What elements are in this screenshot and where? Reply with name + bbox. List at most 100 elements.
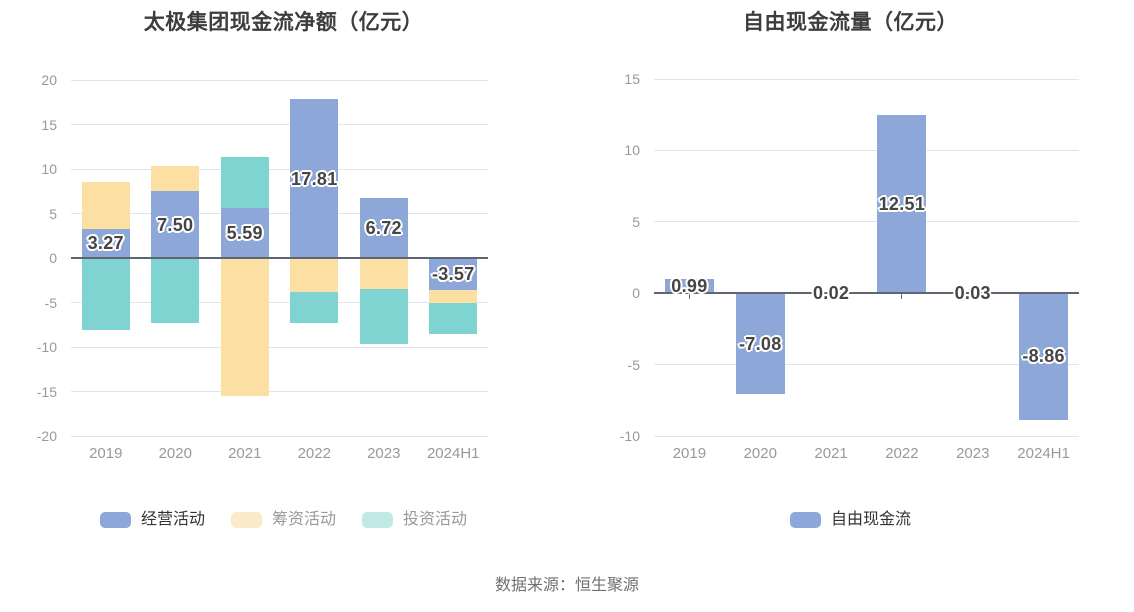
x-axis-category-label: 2019: [89, 445, 123, 462]
x-axis-category-label: 2023: [367, 445, 401, 462]
zero-axis-line: [71, 257, 488, 259]
bar-segment-筹资活动-2021[interactable]: [220, 258, 269, 397]
y-axis-tick-label: -10: [36, 339, 57, 355]
bar-segment-经营活动-2019[interactable]: [81, 228, 130, 258]
y-axis-tick-label: 5: [632, 213, 640, 230]
x-axis-category-label: 2024H1: [1017, 445, 1070, 462]
bar-segment-投资活动-2023[interactable]: [359, 289, 408, 345]
gridline: [654, 78, 1079, 80]
y-axis-tick-label: -5: [627, 356, 640, 373]
legend-label: 投资活动: [403, 511, 468, 528]
bar-segment-自由现金流-2024H1[interactable]: [1019, 293, 1069, 420]
bar-segment-经营活动-2023[interactable]: [359, 198, 408, 258]
x-axis-category-label: 2020: [158, 445, 192, 462]
bar-segment-投资活动-2022[interactable]: [290, 292, 339, 323]
bar-value-label: -8.86: [1022, 346, 1065, 367]
legend-item-经营活动[interactable]: 经营活动: [99, 510, 205, 530]
bar-segment-自由现金流-2019[interactable]: [664, 279, 714, 294]
gridline: [71, 302, 488, 303]
bar-segment-投资活动-2020[interactable]: [151, 258, 200, 323]
x-axis-category-label: 2020: [743, 445, 777, 462]
cash-flow-legend: 经营活动 筹资活动 投资活动: [0, 510, 567, 530]
legend-label: 经营活动: [140, 511, 205, 528]
bar-segment-自由现金流-2020[interactable]: [735, 293, 785, 395]
bar-segment-经营活动-2024H1[interactable]: [429, 258, 478, 290]
bar-value-label: 17.81: [290, 168, 338, 189]
x-axis-category-label: 2021: [228, 445, 262, 462]
x-axis-tick: [972, 294, 974, 300]
legend-item-自由现金流[interactable]: 自由现金流: [789, 510, 911, 530]
cash-flow-plot-area: 20 15 10 5 0 -5 -10 -15 -20 3.27 7.50 5.59 17.81 6.72…: [0, 0, 567, 548]
bar-value-label: 7.50: [157, 214, 194, 235]
y-axis-tick-label: 10: [41, 161, 57, 177]
x-axis-category-label: 2019: [672, 445, 707, 462]
gridline: [654, 435, 1079, 437]
bar-segment-筹资活动-2022[interactable]: [290, 258, 339, 293]
y-axis-tick-label: 0: [49, 250, 57, 266]
y-axis-tick-label: -5: [44, 294, 57, 311]
x-axis-category-label: 2024H1: [426, 445, 480, 462]
legend-swatch: [99, 512, 131, 528]
gridline: [654, 221, 1079, 223]
y-axis-tick-label: 15: [41, 116, 57, 133]
legend-item-筹资活动[interactable]: 筹资活动: [230, 510, 336, 530]
bar-segment-投资活动-2021[interactable]: [220, 157, 269, 209]
bar-value-label: -3.57: [431, 263, 475, 284]
chart-title-free-cash-flow: 自由现金流量（亿元）: [743, 11, 958, 34]
bar-segment-筹资活动-2023[interactable]: [359, 258, 408, 290]
free-cash-flow-plot-area: 15 10 5 0 -5 -10 0.99 -7.08 0.02 12.51 0.03 -8.86 20…: [567, 0, 1134, 548]
zero-axis-line: [654, 292, 1079, 295]
gridline: [71, 213, 488, 214]
bar-value-label: 0.03: [954, 282, 991, 303]
bar-segment-投资活动-2024H1[interactable]: [429, 302, 478, 335]
free-cash-flow-legend: 自由现金流: [567, 510, 1134, 530]
legend-swatch: [362, 512, 393, 528]
x-axis-tick: [901, 294, 903, 300]
y-axis-tick-label: 5: [49, 205, 57, 222]
bar-segment-筹资活动-2020[interactable]: [151, 165, 200, 192]
bar-segment-经营活动-2022[interactable]: [290, 99, 339, 258]
bar-segment-投资活动-2019[interactable]: [81, 258, 130, 331]
x-axis-category-label: 2022: [297, 445, 331, 462]
gridline: [654, 364, 1079, 366]
legend-item-投资活动[interactable]: 投资活动: [362, 510, 467, 530]
bar-segment-经营活动-2020[interactable]: [151, 191, 200, 258]
chart-title-cash-flow: 太极集团现金流净额（亿元）: [143, 11, 424, 34]
bar-segment-筹资活动-2024H1[interactable]: [429, 289, 478, 303]
y-axis-tick-label: 15: [624, 71, 640, 87]
gridline: [71, 168, 488, 170]
gridline: [71, 435, 488, 437]
y-axis-tick-label: 20: [41, 72, 57, 88]
bar-segment-筹资活动-2019[interactable]: [81, 181, 130, 229]
x-axis-category-label: 2023: [956, 445, 990, 462]
gridline: [71, 391, 488, 392]
y-axis-tick-label: 0: [632, 285, 640, 302]
y-axis-tick-label: 10: [624, 142, 640, 159]
x-axis-category-label: 2021: [814, 445, 848, 462]
y-axis-tick-label: -20: [36, 428, 57, 444]
legend-swatch: [230, 512, 262, 528]
legend-label: 自由现金流: [830, 511, 911, 528]
bar-value-label: 3.27: [87, 233, 124, 254]
gridline: [71, 124, 488, 125]
x-axis-tick: [830, 294, 832, 300]
gridline: [654, 149, 1079, 151]
bar-value-label: -7.08: [738, 333, 782, 354]
y-axis-tick-label: -15: [36, 383, 57, 400]
gridline: [71, 79, 488, 81]
bar-value-label: 5.59: [226, 223, 263, 244]
data-source-note: 数据来源：恒生聚源: [494, 577, 639, 594]
bar-segment-自由现金流-2022[interactable]: [877, 114, 927, 294]
x-axis-tick: [688, 294, 690, 300]
legend-label: 筹资活动: [271, 511, 336, 528]
y-axis-tick-label: -10: [619, 428, 640, 444]
bar-value-label: 0.99: [671, 276, 708, 297]
bar-value-label: 0.02: [812, 283, 850, 304]
gridline: [71, 346, 488, 348]
bar-segment-经营活动-2021[interactable]: [220, 208, 269, 258]
free-cash-flow-chart: 自由现金流量（亿元） 15 10 5 0 -5 -10 0.99 -7.08 0.02 12.51…: [567, 0, 1134, 548]
x-axis-category-label: 2022: [885, 445, 919, 462]
bar-value-label: 12.51: [878, 193, 926, 214]
legend-swatch: [789, 512, 821, 528]
